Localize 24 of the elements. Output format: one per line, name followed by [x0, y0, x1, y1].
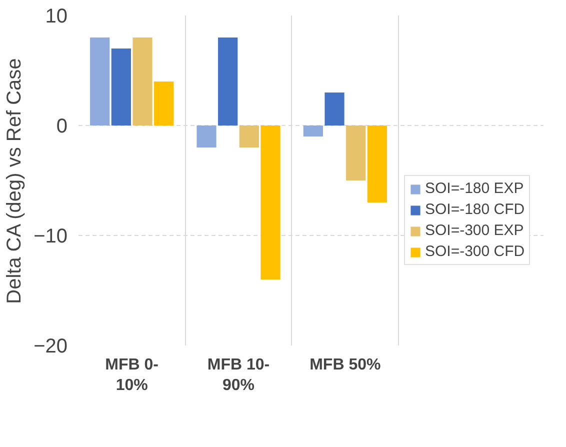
bar	[90, 38, 110, 126]
x-tick-label: MFB 10-90%	[207, 356, 270, 394]
y-tick-label: 10	[45, 6, 68, 28]
bar	[260, 126, 280, 280]
bar	[324, 92, 344, 126]
x-tick-label: MFB 50%	[310, 356, 381, 374]
bar	[367, 126, 387, 202]
bar	[303, 126, 323, 136]
legend-label: SOI=-180 CFD	[425, 201, 525, 218]
y-tick-label: −20	[34, 336, 68, 358]
bar	[239, 126, 259, 148]
y-tick-label: 0	[56, 116, 68, 138]
bar	[196, 126, 216, 148]
y-axis-title: Delta CA (deg) vs Ref Case	[4, 58, 26, 304]
bar	[218, 38, 238, 126]
bar	[132, 38, 152, 126]
legend-label: SOI=-300 EXP	[425, 222, 524, 239]
bar	[346, 126, 366, 180]
bar	[111, 48, 131, 126]
legend-label: SOI=-300 CFD	[425, 243, 525, 260]
y-tick-label: −10	[34, 226, 68, 248]
x-tick-label: MFB 0-10%	[105, 356, 158, 394]
bar	[154, 82, 174, 126]
legend-label: SOI=-180 EXP	[425, 180, 524, 197]
